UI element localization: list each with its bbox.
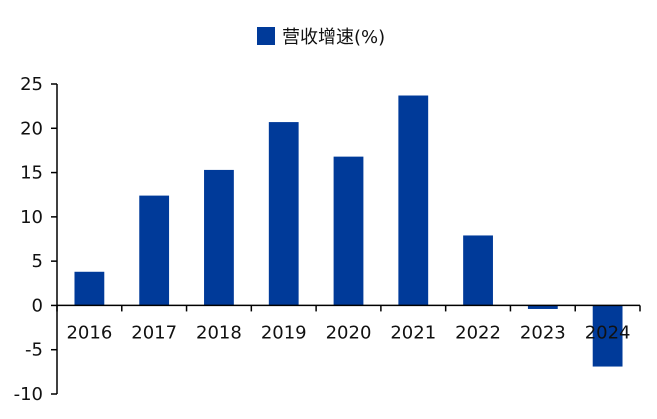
bar-2020 <box>333 156 364 306</box>
x-tick-label: 2019 <box>261 322 307 343</box>
y-tick-label: -10 <box>14 384 43 405</box>
y-axis: -10 -5 0 5 10 15 20 25 <box>14 74 58 405</box>
bar-2024 <box>592 305 623 367</box>
bar-2022 <box>463 235 493 306</box>
bar-2016 <box>74 271 105 306</box>
x-tick-label: 2017 <box>131 322 177 343</box>
x-tick-label: 2018 <box>196 322 242 343</box>
legend: 营收增速(%) <box>257 27 385 48</box>
legend-swatch <box>257 27 275 45</box>
bar-2021 <box>398 95 429 306</box>
bars <box>74 95 623 367</box>
bar-2017 <box>139 195 170 306</box>
y-tick-label: 20 <box>20 118 43 139</box>
y-tick-label: 0 <box>32 295 43 316</box>
y-tick-label: -5 <box>25 340 43 361</box>
y-tick-label: 5 <box>32 251 43 272</box>
x-tick-label: 2020 <box>326 322 372 343</box>
x-tick-label: 2024 <box>585 322 631 343</box>
x-tick-label: 2022 <box>455 322 501 343</box>
bar-2023 <box>527 305 558 309</box>
x-tick-label: 2021 <box>390 322 436 343</box>
legend-label: 营收增速(%) <box>282 27 385 48</box>
y-tick-label: 15 <box>20 163 43 184</box>
x-axis: 2016 2017 2018 2019 2020 2021 2022 2023 2024 <box>56 304 641 343</box>
x-tick-label: 2023 <box>520 322 566 343</box>
x-tick-label: 2016 <box>66 322 112 343</box>
y-tick-label: 10 <box>20 207 43 228</box>
bar-2019 <box>268 122 299 306</box>
y-tick-label: 25 <box>20 74 43 95</box>
bar-2018 <box>204 169 234 306</box>
